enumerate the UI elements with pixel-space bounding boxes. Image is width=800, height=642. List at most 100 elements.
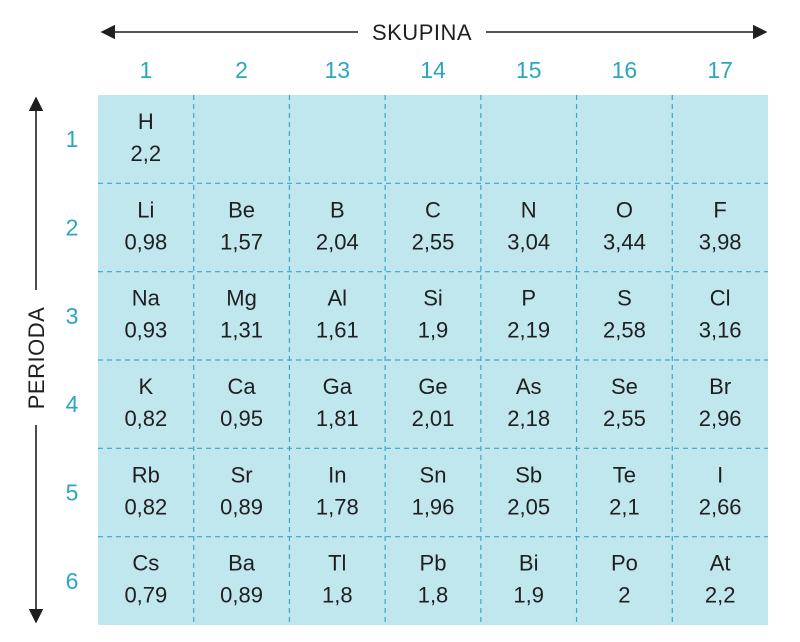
element-cell-h: H 2,2	[131, 109, 162, 166]
element-symbol: Tl	[328, 551, 346, 576]
electronegativity-value: 2,2	[131, 141, 162, 166]
electronegativity-value: 3,98	[699, 229, 742, 254]
element-symbol: K	[139, 374, 154, 399]
element-symbol: Br	[709, 374, 731, 399]
element-symbol: F	[713, 197, 726, 222]
electronegativity-value: 0,82	[124, 494, 167, 519]
element-symbol: Cs	[132, 551, 159, 576]
element-symbol: Pb	[420, 551, 447, 576]
element-cell-te: Te 2,1	[609, 462, 640, 519]
element-symbol: Sn	[420, 462, 447, 487]
element-symbol: C	[425, 197, 441, 222]
period-number-label: 5	[66, 480, 79, 506]
electronegativity-value: 2	[618, 583, 630, 608]
element-cell-ba: Ba 0,89	[220, 551, 263, 608]
element-symbol: In	[328, 462, 346, 487]
electronegativity-value: 0,95	[220, 406, 263, 431]
element-symbol: Mg	[226, 286, 257, 311]
group-number-label: 1	[139, 57, 152, 83]
group-number-label: 13	[324, 57, 350, 83]
element-symbol: Al	[328, 286, 348, 311]
element-cells: H 2,2 Li 0,98 Be 1,57 B 2,04 C 2,55 N 3,04 O 3,44 F 3,9…	[124, 109, 741, 608]
group-number-label: 14	[420, 57, 446, 83]
electronegativity-value: 1,61	[316, 318, 359, 343]
element-symbol: S	[617, 286, 632, 311]
element-cell-ca: Ca 0,95	[220, 374, 263, 431]
electronegativity-value: 1,57	[220, 229, 263, 254]
electronegativity-value: 2,66	[699, 494, 742, 519]
element-cell-se: Se 2,55	[603, 374, 646, 431]
element-symbol: Ge	[418, 374, 447, 399]
element-cell-bi: Bi 1,9	[513, 551, 544, 608]
element-cell-sr: Sr 0,89	[220, 462, 263, 519]
group-labels: 1 2 13 14 15 16 17	[139, 57, 732, 83]
electronegativity-value: 2,01	[412, 406, 455, 431]
element-symbol: Li	[137, 197, 154, 222]
element-symbol: Rb	[132, 462, 160, 487]
group-number-label: 17	[707, 57, 733, 83]
electronegativity-value: 2,55	[603, 406, 646, 431]
period-number-label: 2	[66, 215, 79, 241]
element-symbol: Be	[228, 197, 255, 222]
element-cell-f: F 3,98	[699, 197, 742, 254]
period-number-label: 1	[66, 126, 79, 152]
element-cell-pb: Pb 1,8	[418, 551, 449, 608]
element-symbol: Na	[132, 286, 161, 311]
element-cell-as: As 2,18	[507, 374, 550, 431]
period-number-label: 6	[66, 568, 79, 594]
electronegativity-value: 2,04	[316, 229, 359, 254]
electronegativity-value: 1,8	[322, 583, 353, 608]
electronegativity-value: 2,2	[705, 583, 736, 608]
electronegativity-value: 1,78	[316, 494, 359, 519]
element-cell-ge: Ge 2,01	[412, 374, 455, 431]
element-cell-na: Na 0,93	[124, 286, 167, 343]
electronegativity-value: 1,31	[220, 318, 263, 343]
table-grid	[98, 95, 768, 625]
element-cell-al: Al 1,61	[316, 286, 359, 343]
element-cell-po: Po 2	[611, 551, 638, 608]
electronegativity-value: 1,81	[316, 406, 359, 431]
element-symbol: I	[717, 462, 723, 487]
element-symbol: Sr	[231, 462, 253, 487]
element-cell-sb: Sb 2,05	[507, 462, 550, 519]
element-cell-sn: Sn 1,96	[412, 462, 455, 519]
group-axis: SKUPINA	[100, 20, 768, 45]
electronegativity-value: 2,18	[507, 406, 550, 431]
electronegativity-value: 1,96	[412, 494, 455, 519]
electronegativity-value: 1,9	[513, 583, 544, 608]
element-symbol: As	[516, 374, 542, 399]
element-cell-tl: Tl 1,8	[322, 551, 353, 608]
element-cell-k: K 0,82	[124, 374, 167, 431]
element-cell-cl: Cl 3,16	[699, 286, 742, 343]
electronegativity-value: 0,89	[220, 494, 263, 519]
element-symbol: At	[710, 551, 731, 576]
element-cell-at: At 2,2	[705, 551, 736, 608]
element-cell-si: Si 1,9	[418, 286, 449, 343]
element-cell-in: In 1,78	[316, 462, 359, 519]
element-cell-br: Br 2,96	[699, 374, 742, 431]
electronegativity-value: 2,1	[609, 494, 640, 519]
element-symbol: Ba	[228, 551, 256, 576]
element-symbol: Po	[611, 551, 638, 576]
element-cell-p: P 2,19	[507, 286, 550, 343]
period-axis-title: PERIODA	[24, 307, 49, 410]
element-cell-s: S 2,58	[603, 286, 646, 343]
period-number-label: 4	[66, 391, 79, 417]
element-symbol: Te	[613, 462, 636, 487]
element-symbol: P	[521, 286, 536, 311]
element-symbol: Ca	[228, 374, 257, 399]
period-axis: PERIODA	[24, 96, 49, 624]
element-cell-rb: Rb 0,82	[124, 462, 167, 519]
electronegativity-value: 1,8	[418, 583, 449, 608]
element-cell-ga: Ga 1,81	[316, 374, 359, 431]
electronegativity-value: 3,16	[699, 318, 742, 343]
element-symbol: O	[616, 197, 633, 222]
electronegativity-value: 2,58	[603, 318, 646, 343]
element-cell-c: C 2,55	[412, 197, 455, 254]
element-cell-mg: Mg 1,31	[220, 286, 263, 343]
element-cell-b: B 2,04	[316, 197, 359, 254]
group-number-label: 2	[235, 57, 248, 83]
element-symbol: H	[138, 109, 154, 134]
element-cell-be: Be 1,57	[220, 197, 263, 254]
